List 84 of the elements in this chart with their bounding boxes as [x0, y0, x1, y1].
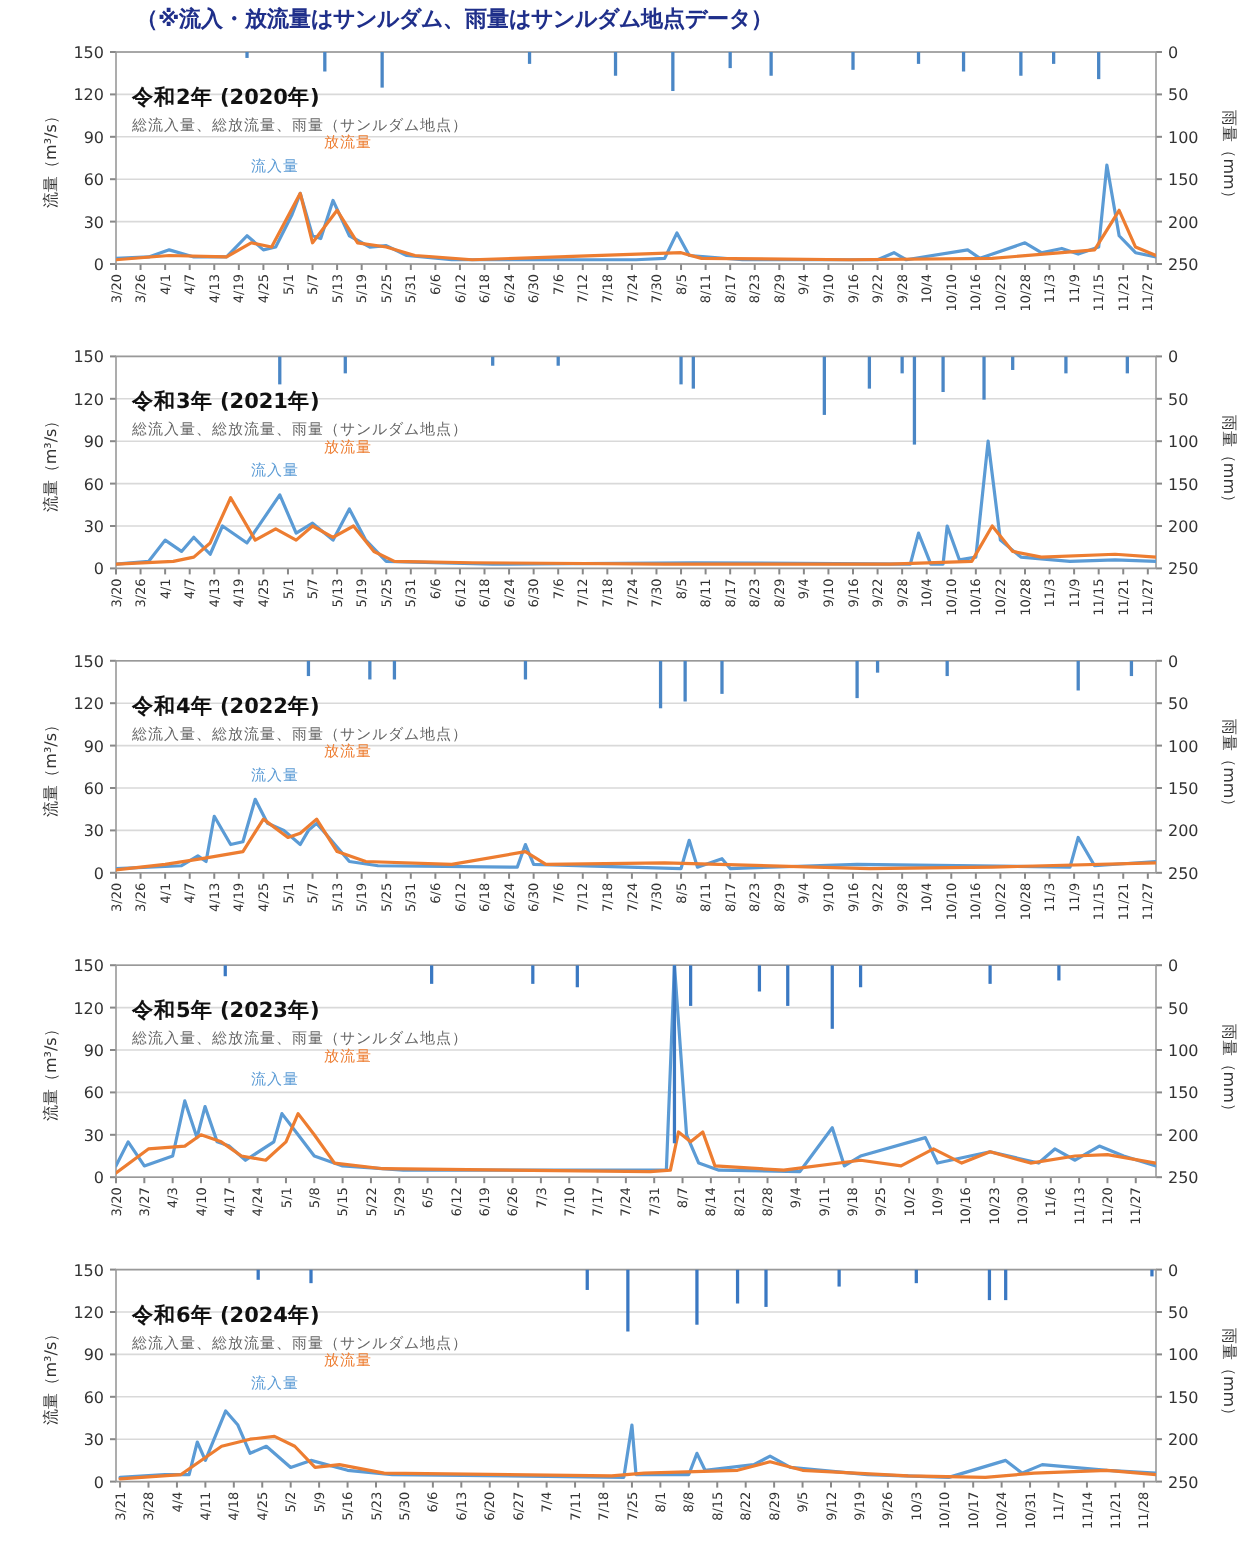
y2-tick-label: 50: [1168, 390, 1189, 409]
y2-tick-label: 100: [1168, 1042, 1199, 1060]
text: 令和2年 (2020年): [130, 84, 320, 110]
y-axis-title: 流量（m³/s）: [42, 412, 60, 513]
y2-tick-label: 0: [1168, 348, 1179, 367]
y2-tick-label: 250: [1168, 560, 1199, 579]
y-tick-label: 60: [83, 171, 104, 190]
y2-tick-label: 150: [1168, 1388, 1199, 1407]
y-tick-label: 90: [83, 433, 104, 452]
text: 令和6年 (2024年): [130, 1301, 320, 1328]
y2-tick-label: 250: [1168, 256, 1199, 274]
y-tick-label: 30: [83, 822, 104, 841]
y2-tick-label: 250: [1168, 1169, 1199, 1188]
y2-tick-label: 50: [1168, 695, 1189, 714]
y-axis-title: 流量（m³/s）: [42, 716, 60, 817]
y-tick-label: 150: [73, 1261, 104, 1280]
y-tick-label: 30: [83, 1126, 104, 1145]
y2-tick-label: 150: [1168, 780, 1199, 798]
y2-axis-title: 雨量（mm）: [1220, 1023, 1238, 1119]
y-tick-label: 0: [93, 1169, 104, 1188]
y2-tick-label: 250: [1168, 864, 1199, 883]
y-tick-label: 90: [83, 1042, 104, 1060]
y-tick-label: 150: [73, 652, 104, 671]
line-series: [118, 1409, 1156, 1479]
y-tick-label: 120: [73, 390, 104, 409]
y-tick-label: 60: [83, 475, 104, 494]
y-tick-label: 0: [93, 1473, 104, 1492]
y2-tick-label: 100: [1168, 1346, 1199, 1365]
text: 令和3年 (2021年): [130, 388, 320, 415]
text: （※流入・放流量はサンルダム、雨量はサンルダム地点データ）: [136, 6, 774, 32]
line-series: [116, 496, 1156, 566]
y-tick-label: 90: [83, 737, 104, 756]
y2-tick-label: 200: [1168, 213, 1199, 232]
text: 令和4年 (2022年): [130, 692, 320, 719]
y2-tick-label: 100: [1168, 433, 1199, 452]
y-tick-label: 0: [93, 256, 104, 274]
line-series: [116, 817, 1156, 872]
y2-tick-label: 200: [1168, 1431, 1199, 1450]
y2-axis-title: 雨量（mm）: [1220, 719, 1238, 815]
y-tick-label: 90: [83, 128, 104, 147]
y2-tick-label: 50: [1168, 999, 1189, 1018]
y2-tick-label: 50: [1168, 86, 1189, 105]
y-tick-label: 150: [73, 348, 104, 367]
y2-tick-label: 150: [1168, 1084, 1199, 1103]
y-tick-label: 120: [73, 1304, 104, 1322]
y-tick-label: 0: [93, 864, 104, 883]
y2-axis-title: 雨量（mm）: [1220, 110, 1238, 206]
y2-tick-label: 100: [1168, 128, 1199, 147]
line-series: [116, 965, 1156, 1174]
y2-tick-label: 0: [1168, 957, 1179, 976]
y2-tick-label: 0: [1168, 652, 1179, 671]
line-series: [116, 1112, 1156, 1175]
y-tick-label: 30: [83, 213, 104, 232]
y-tick-label: 150: [73, 44, 104, 62]
y2-tick-label: 200: [1168, 518, 1199, 536]
y-tick-label: 150: [73, 957, 104, 976]
line-series: [116, 191, 1156, 262]
y-tick-label: 120: [73, 695, 104, 714]
y2-tick-label: 150: [1168, 171, 1199, 190]
y2-tick-label: 0: [1168, 1261, 1179, 1280]
y-tick-label: 30: [83, 1431, 104, 1450]
y-tick-label: 30: [83, 518, 104, 536]
y-tick-label: 120: [73, 86, 104, 105]
y-tick-label: 60: [83, 780, 104, 798]
y2-tick-label: 50: [1168, 1304, 1189, 1322]
y-axis-title: 流量（m³/s）: [42, 1021, 60, 1122]
text: 令和5年 (2023年): [130, 997, 320, 1024]
y2-tick-label: 0: [1168, 44, 1179, 62]
y-axis-title: 流量（m³/s）: [42, 108, 60, 208]
y-tick-label: 120: [73, 999, 104, 1018]
y2-tick-label: 200: [1168, 822, 1199, 841]
y-axis-title: 流量（m³/s）: [42, 1325, 60, 1426]
y-tick-label: 60: [83, 1084, 104, 1103]
y2-tick-label: 250: [1168, 1473, 1199, 1492]
y-tick-label: 90: [83, 1346, 104, 1365]
y-tick-label: 60: [83, 1388, 104, 1407]
y2-tick-label: 200: [1168, 1126, 1199, 1145]
y2-axis-title: 雨量（mm）: [1220, 1328, 1238, 1424]
y2-tick-label: 100: [1168, 737, 1199, 756]
line-series: [116, 797, 1156, 871]
line-series: [118, 1434, 1156, 1481]
y2-axis-title: 雨量（mm）: [1220, 414, 1238, 510]
y2-tick-label: 150: [1168, 475, 1199, 494]
y-tick-label: 0: [93, 560, 104, 579]
